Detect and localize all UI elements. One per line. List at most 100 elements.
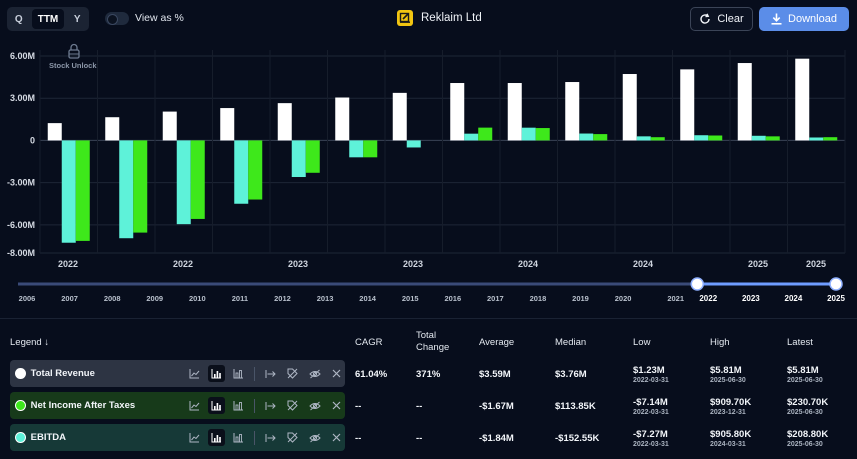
bar-total-revenue[interactable] — [335, 97, 350, 141]
bar-total-revenue[interactable] — [565, 82, 580, 141]
timeline-year-label[interactable]: 2020 — [615, 294, 632, 303]
timeline-year-label[interactable]: 2016 — [444, 294, 461, 303]
line-chart-icon[interactable] — [186, 397, 203, 414]
bar-net-income-after-taxes[interactable] — [248, 140, 263, 200]
bar-net-income-after-taxes[interactable] — [133, 140, 148, 233]
bar-ebitda[interactable] — [636, 136, 651, 141]
bar-net-income-after-taxes[interactable] — [305, 140, 320, 173]
bar-net-income-after-taxes[interactable] — [190, 140, 205, 219]
timeline-end-handle[interactable] — [829, 277, 843, 291]
timeline-year-label[interactable]: 2015 — [402, 294, 419, 303]
clear-button[interactable]: Clear — [690, 7, 753, 31]
bar-ebitda[interactable] — [291, 140, 306, 178]
period-ttm-button[interactable]: TTM — [32, 9, 64, 29]
hide-label-icon[interactable] — [284, 365, 301, 382]
bar-total-revenue[interactable] — [220, 108, 235, 141]
bar-ebitda[interactable] — [119, 140, 134, 239]
hide-series-icon[interactable] — [306, 365, 323, 382]
timeline-year-label[interactable]: 2007 — [61, 294, 78, 303]
timeline-year-label[interactable]: 2018 — [530, 294, 547, 303]
stock-unlock-annotation[interactable]: Stock Unlock — [49, 43, 97, 71]
bar-net-income-after-taxes[interactable] — [75, 140, 90, 241]
bar-net-income-after-taxes[interactable] — [823, 137, 838, 141]
line-chart-icon[interactable] — [186, 429, 203, 446]
download-button[interactable]: Download — [759, 7, 849, 31]
timeline-year-label[interactable]: 2009 — [146, 294, 163, 303]
bar-total-revenue[interactable] — [392, 92, 407, 141]
timeline-year-label[interactable]: 2017 — [487, 294, 504, 303]
bar-ebitda[interactable] — [349, 140, 364, 158]
period-y-button[interactable]: Y — [73, 13, 81, 25]
timeline-year-label[interactable]: 2012 — [274, 294, 291, 303]
timeline-year-label[interactable]: 2023 — [742, 294, 760, 303]
bar-net-income-after-taxes[interactable] — [650, 137, 665, 141]
bar-total-revenue[interactable] — [680, 69, 695, 141]
hide-series-icon[interactable] — [306, 429, 323, 446]
move-axis-icon[interactable] — [262, 397, 279, 414]
timeline-slider[interactable]: 2006 2007 2008 2009 2010 2011 2012 2013 2014 2015… — [18, 277, 845, 303]
stacked-bar-icon[interactable] — [230, 429, 247, 446]
bar-ebitda[interactable] — [521, 127, 536, 141]
series-color-dot[interactable] — [15, 432, 26, 443]
remove-series-icon[interactable] — [328, 429, 345, 446]
timeline-year-label[interactable]: 2008 — [104, 294, 121, 303]
bar-ebitda[interactable] — [234, 140, 249, 204]
divider — [0, 318, 857, 319]
series-color-dot[interactable] — [15, 400, 26, 411]
view-as-percent-toggle[interactable] — [105, 12, 129, 25]
timeline-year-label[interactable]: 2022 — [699, 294, 717, 303]
timeline-year-label[interactable]: 2024 — [785, 294, 803, 303]
bar-ebitda[interactable] — [406, 140, 421, 148]
bar-net-income-after-taxes[interactable] — [363, 140, 378, 158]
bar-total-revenue[interactable] — [507, 83, 522, 141]
timeline-year-label[interactable]: 2010 — [189, 294, 206, 303]
timeline-year-label[interactable]: 2021 — [667, 294, 684, 303]
line-chart-icon[interactable] — [186, 365, 203, 382]
period-q-button[interactable]: Q — [14, 13, 23, 25]
remove-series-icon[interactable] — [328, 365, 345, 382]
timeline-start-handle[interactable] — [690, 277, 705, 291]
timeline-year-label[interactable]: 2014 — [359, 294, 377, 303]
legend-row[interactable]: EBITDA — [10, 424, 345, 451]
bar-total-revenue[interactable] — [162, 111, 177, 141]
hide-label-icon[interactable] — [284, 397, 301, 414]
bar-total-revenue[interactable] — [622, 74, 637, 141]
bar-chart-icon[interactable] — [208, 365, 225, 382]
timeline-year-label[interactable]: 2011 — [232, 294, 248, 303]
bar-net-income-after-taxes[interactable] — [535, 128, 550, 141]
bar-ebitda[interactable] — [809, 137, 824, 141]
timeline-year-label[interactable]: 2013 — [317, 294, 334, 303]
timeline-year-label[interactable]: 2006 — [19, 294, 36, 303]
hide-label-icon[interactable] — [284, 429, 301, 446]
bar-ebitda[interactable] — [579, 133, 594, 141]
bar-total-revenue[interactable] — [450, 83, 465, 141]
bar-total-revenue[interactable] — [737, 63, 752, 141]
bar-net-income-after-taxes[interactable] — [478, 127, 493, 141]
bar-total-revenue[interactable] — [105, 117, 120, 141]
bar-chart-icon[interactable] — [208, 397, 225, 414]
legend-row[interactable]: Net Income After Taxes — [10, 392, 345, 419]
stacked-bar-icon[interactable] — [230, 365, 247, 382]
legend-row[interactable]: Total Revenue — [10, 360, 345, 387]
series-color-dot[interactable] — [15, 368, 26, 379]
bar-ebitda[interactable] — [464, 133, 479, 141]
bar-total-revenue[interactable] — [795, 58, 810, 141]
move-axis-icon[interactable] — [262, 365, 279, 382]
bar-ebitda[interactable] — [751, 135, 766, 141]
hide-series-icon[interactable] — [306, 397, 323, 414]
bar-ebitda[interactable] — [61, 140, 76, 243]
timeline-year-label[interactable]: 2025 — [827, 294, 845, 303]
bar-net-income-after-taxes[interactable] — [765, 136, 780, 141]
bar-total-revenue[interactable] — [47, 123, 62, 141]
bar-net-income-after-taxes[interactable] — [708, 135, 723, 141]
timeline-year-label[interactable]: 2019 — [572, 294, 589, 303]
move-axis-icon[interactable] — [262, 429, 279, 446]
stacked-bar-icon[interactable] — [230, 397, 247, 414]
remove-series-icon[interactable] — [328, 397, 345, 414]
bar-ebitda[interactable] — [694, 135, 709, 141]
bar-ebitda[interactable] — [176, 140, 191, 225]
header-legend[interactable]: Legend ↓ — [10, 337, 50, 348]
bar-net-income-after-taxes[interactable] — [593, 134, 608, 141]
bar-chart-icon[interactable] — [208, 429, 225, 446]
bar-total-revenue[interactable] — [277, 103, 292, 141]
